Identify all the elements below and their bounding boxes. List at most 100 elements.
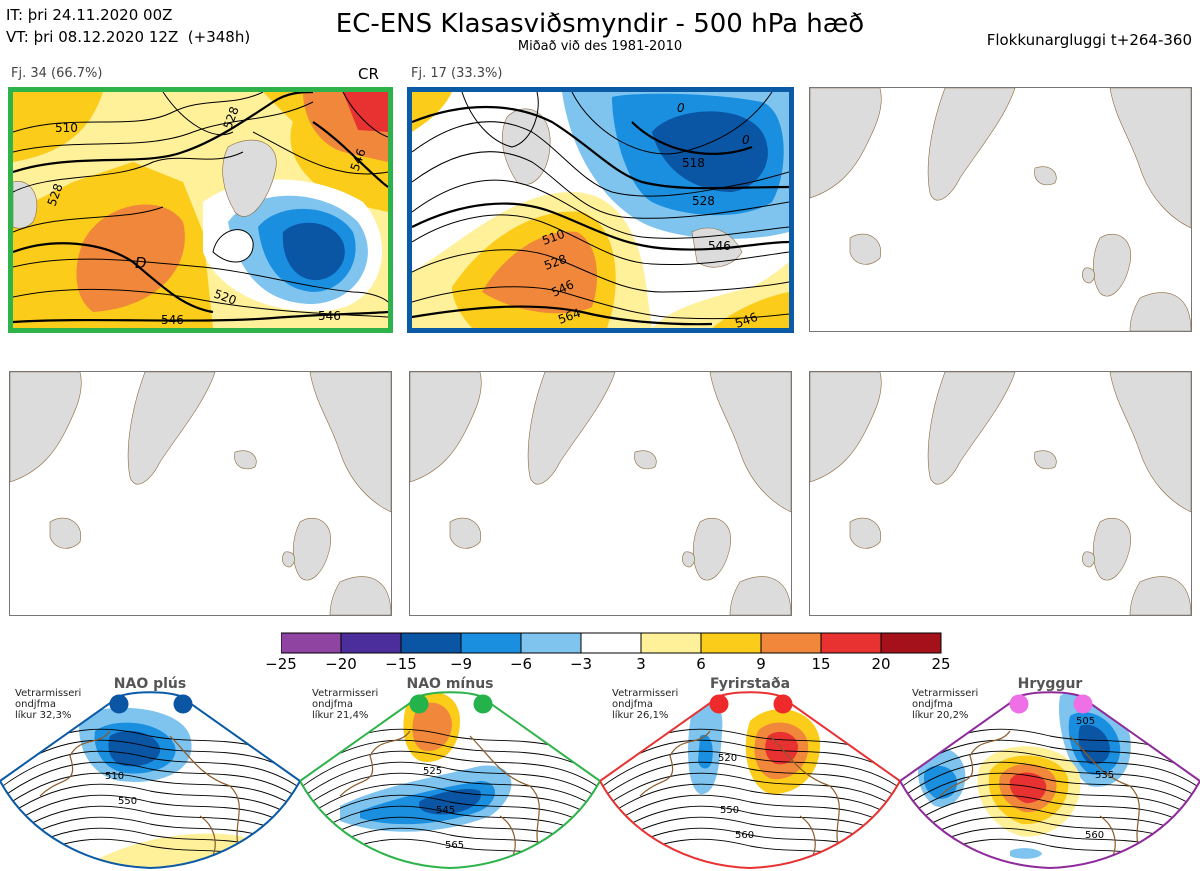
regime-note: Vetrarmisseri ondjfma líkur 21,4%: [312, 688, 378, 721]
height-contour: [600, 805, 900, 844]
height-contour: [300, 794, 600, 833]
anomaly-fill: [1010, 848, 1042, 859]
regime-note-line: Vetrarmisseri: [15, 688, 82, 699]
regime-map: 510 550: [0, 691, 300, 870]
colorbar-tick-label: 20: [871, 655, 891, 673]
cluster-2-label: Fj. 17 (33.3%): [411, 66, 503, 81]
regime-dot: [1073, 694, 1093, 714]
regime-dot: [709, 694, 729, 714]
colorbar-swatch: [340, 632, 402, 654]
regime-contour-label: 505: [1076, 716, 1095, 727]
colorbar-swatch: [580, 632, 642, 654]
empty-map-4: [9, 371, 392, 616]
regime-contour-label: 550: [720, 805, 739, 816]
header-info: IT: þri 24.11.2020 00Z VT: þri 08.12.202…: [6, 4, 250, 48]
colorbar-tick-label: −6: [509, 655, 533, 673]
regime-contour-label: 565: [445, 840, 464, 851]
colorbar-swatch: [820, 632, 882, 654]
cluster-1-contour-label: 546: [318, 309, 341, 323]
regime-note-line: Vetrarmisseri: [912, 688, 979, 699]
cluster-1-contour-label: 510: [55, 121, 78, 135]
height-contour: [900, 739, 1200, 778]
cluster-2-contour-label: 0: [742, 133, 750, 147]
classification-window: Flokkunargluggi t+264-360: [986, 31, 1192, 49]
regime-2: 520 550 560 Fyrirstaða Vetrarmisseri ondjfma l…: [600, 676, 900, 871]
colorbar-swatch: [760, 632, 822, 654]
page-subtitle: Miðað við des 1981-2010: [517, 39, 683, 54]
colorbar-tick-label: 25: [931, 655, 951, 673]
height-contour: [300, 761, 600, 800]
cluster-2-contour-label: 528: [692, 194, 715, 208]
regime-map: 505 535 560: [900, 691, 1200, 870]
height-contour: [900, 794, 1200, 833]
colorbar-tick-label: 9: [756, 655, 766, 673]
height-contour: [0, 750, 300, 789]
height-contour: [900, 783, 1200, 822]
cluster-2-contour-label: 546: [733, 310, 759, 328]
initial-time: IT: þri 24.11.2020 00Z: [6, 6, 173, 24]
page-title: EC-ENS Klasasviðsmyndir - 500 hPa hæð: [335, 9, 865, 39]
regime-dot: [409, 694, 429, 714]
colorbar-tick-label: 3: [636, 655, 646, 673]
regime-dot: [173, 694, 193, 714]
cluster-2-contour-label: 546: [708, 239, 731, 253]
regime-map: 520 550 560: [600, 691, 900, 870]
empty-map-5: [409, 371, 792, 616]
regime-note-line: ondjfma: [612, 699, 653, 710]
height-contour: [0, 739, 300, 778]
regime-contour-label: 525: [423, 766, 442, 777]
regime-border: [900, 691, 1200, 870]
height-contour: [0, 772, 300, 811]
height-contour: [900, 805, 1200, 844]
regime-contour-label: 560: [1085, 830, 1104, 841]
valid-time: VT: þri 08.12.2020 12Z (+348h): [6, 28, 251, 46]
regime-dot: [773, 694, 793, 714]
colorbar-tick-label: −25: [265, 655, 297, 673]
height-contour: [300, 750, 600, 789]
colorbar-swatch: [460, 632, 522, 654]
colorbar-tick-label: −3: [569, 655, 593, 673]
regime-contour-label: 560: [735, 830, 754, 841]
cluster-1-low-marker: D: [135, 254, 147, 272]
regime-note-line: líkur 32,3%: [15, 710, 72, 721]
cluster-map-1: 510 528 528 520 546 546 546 D: [8, 87, 393, 333]
cluster-map-2: 0 0 518 528 546 510 528 546 564 546: [407, 87, 794, 333]
colorbar-swatch: [700, 632, 762, 654]
regime-note: Vetrarmisseri ondjfma líkur 32,3%: [15, 688, 81, 721]
colorbar: [281, 632, 942, 654]
height-contour: [900, 772, 1200, 811]
regime-note-line: ondjfma: [312, 699, 353, 710]
regime-note-line: Vetrarmisseri: [312, 688, 379, 699]
regime-dot: [109, 694, 129, 714]
colorbar-tick-label: −9: [449, 655, 473, 673]
regime-note-line: líkur 20,2%: [912, 710, 969, 721]
regime-note-line: líkur 26,1%: [612, 710, 669, 721]
regime-note-line: ondjfma: [15, 699, 56, 710]
height-contour: [600, 783, 900, 822]
regime-border: [300, 691, 600, 870]
regime-contour-label: 545: [436, 805, 455, 816]
height-contour: [600, 761, 900, 800]
colorbar-swatch: [400, 632, 462, 654]
regime-note-line: Vetrarmisseri: [612, 688, 679, 699]
colorbar-tick-label: 6: [696, 655, 706, 673]
empty-map-3: [809, 87, 1192, 332]
colorbar-swatch: [520, 632, 582, 654]
colorbar-tick-label: 15: [811, 655, 831, 673]
height-contour: [0, 783, 300, 822]
height-contour: [0, 805, 300, 844]
regime-3: 505 535 560 Hryggur Vetrarmisseri ondjfma líku…: [900, 676, 1200, 871]
anomaly-fill: [923, 765, 958, 799]
height-contour: [900, 761, 1200, 800]
colorbar-swatch: [640, 632, 702, 654]
colorbar-swatch: [281, 632, 342, 654]
empty-map-6: [809, 371, 1192, 616]
regime-dot: [473, 694, 493, 714]
regime-0: 510 550 NAO plús Vetrarmisseri ondjfma líkur …: [0, 676, 300, 871]
height-contour: [300, 805, 600, 844]
regime-title: Fyrirstaða: [709, 676, 791, 692]
regime-title: Hryggur: [1017, 676, 1083, 692]
height-contour: [900, 750, 1200, 789]
cluster-2-contour-label: 0: [677, 101, 685, 115]
height-contour: [600, 739, 900, 778]
